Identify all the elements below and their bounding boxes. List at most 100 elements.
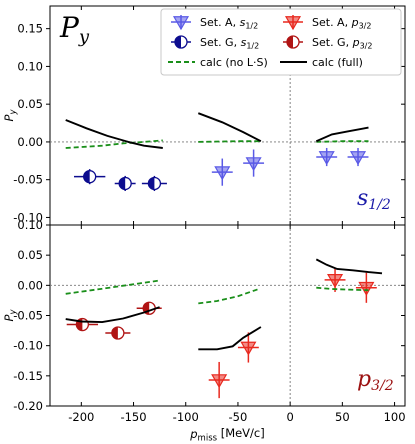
- data-point-half-circle: [147, 176, 162, 191]
- data-point-half-circle-fill: [119, 177, 126, 190]
- data-point-triangle: [240, 341, 257, 356]
- legend-label: Set. G, p3/2: [312, 36, 372, 50]
- panel-label-sub: 3/2: [371, 378, 394, 394]
- legend-label-text: Set. A,: [200, 16, 240, 29]
- calc-full-line: [65, 119, 163, 149]
- calc-no-ls-line: [316, 140, 369, 143]
- y-tick-label: 0.05: [17, 248, 43, 262]
- data-point-triangle: [327, 274, 344, 289]
- legend-label-sym: p: [351, 16, 359, 29]
- calc-full-line: [198, 326, 262, 351]
- y-tick-label: -0.05: [13, 309, 43, 323]
- plot-frame: [49, 224, 406, 407]
- series-calc-full-: [65, 258, 383, 351]
- series-calc-no-l-s-: [65, 279, 369, 305]
- legend-label-text: Set. G,: [200, 36, 241, 49]
- legend-label-text: calc (no L·S): [200, 56, 268, 69]
- calc-full-line: [197, 112, 262, 143]
- legend-half-circle-marker: [286, 35, 300, 49]
- series-set-a-s1-2: [211, 147, 369, 186]
- series-set-g-s1-2: [74, 169, 167, 192]
- y-tick-label: -0.10: [13, 210, 43, 224]
- x-axis-label: pmiss [MeV/c]: [189, 426, 265, 443]
- legend-label: calc (full): [312, 56, 363, 69]
- series-calc-no-l-s-: [65, 139, 369, 149]
- data-point-triangle: [358, 281, 375, 296]
- data-point-triangle: [318, 151, 335, 166]
- legend-box: [160, 8, 402, 76]
- x-tick-label: 0: [286, 410, 293, 424]
- calc-full-line: [65, 306, 160, 324]
- x-tick-label: -100: [173, 410, 199, 424]
- y-tick-label: 0.10: [17, 218, 43, 232]
- data-point-half-circle: [83, 170, 97, 184]
- legend-triangle-marker: [284, 16, 302, 31]
- x-tick-label: 50: [335, 410, 350, 424]
- legend-label: Set. A, s1/2: [200, 16, 258, 30]
- y-axis-label: Py: [2, 109, 19, 122]
- y-tick-label: -0.05: [13, 173, 43, 187]
- data-point-half-circle: [118, 176, 132, 191]
- y-tick-label: 0.15: [17, 22, 43, 36]
- y-tick-label: 0.05: [17, 97, 43, 111]
- legend-entry: Set. G, s1/2: [171, 35, 259, 50]
- legend-entry: Set. A, s1/2: [171, 15, 258, 30]
- panel-label: s1/2: [357, 186, 391, 213]
- legend-half-circle-marker-fill: [287, 36, 293, 48]
- legend-label: calc (no L·S): [200, 56, 268, 69]
- series-calc-full-: [65, 112, 369, 149]
- legend-label-sym: p: [352, 36, 360, 49]
- data-point-half-circle-fill: [111, 326, 118, 339]
- legend-label-text: Set. G,: [312, 36, 353, 49]
- calc-full-line: [315, 126, 369, 143]
- x-axis-label-unit: [MeV/c]: [217, 426, 265, 440]
- data-point-half-circle-fill: [148, 177, 155, 190]
- y-axis-label-sub: y: [9, 309, 19, 316]
- panel-label: p3/2: [357, 367, 394, 394]
- x-tick-label: -200: [68, 410, 94, 424]
- y-axis-label-main: P: [2, 114, 16, 121]
- panel-p32: 0.10 0.05 0.00 -0.05 -0.10 -0.15 -0.20 -200 -150…: [2, 218, 406, 424]
- data-point-triangle: [211, 374, 228, 389]
- legend-label: Set. G, s1/2: [200, 36, 259, 50]
- calc-no-ls-line: [65, 139, 163, 149]
- data-point-triangle: [214, 166, 231, 181]
- y-tick-label: -0.20: [13, 399, 43, 413]
- legend-label-text: Set. A,: [312, 16, 352, 29]
- legend-label-text: calc (full): [312, 56, 363, 69]
- panel-label-sub: 1/2: [368, 197, 391, 213]
- y-tick-label: -0.10: [13, 339, 43, 353]
- y-tick-label: 0.00: [17, 135, 43, 149]
- chart-title-sub: y: [78, 26, 90, 47]
- data-point-triangle: [349, 151, 367, 166]
- x-tick-label: -50: [229, 410, 248, 424]
- data-point-half-circle: [111, 326, 125, 340]
- legend-label-sub: 1/2: [246, 41, 259, 50]
- legend-label-sub: 3/2: [359, 21, 372, 30]
- legend-label-sub: 3/2: [360, 41, 373, 50]
- x-tick-label: 100: [384, 410, 406, 424]
- chart-title-main: P: [59, 11, 80, 44]
- panel-label-main: p: [357, 367, 371, 392]
- legend-half-circle-marker: [174, 35, 188, 49]
- y-axis-label-sub: y: [9, 109, 19, 116]
- calc-no-ls-line: [198, 288, 260, 305]
- legend-entry: calc (full): [280, 56, 363, 69]
- data-point-half-circle-fill: [83, 170, 90, 183]
- x-tick-label: -150: [120, 410, 146, 424]
- series-set-a-p3-2: [208, 267, 377, 399]
- legend-label-sym: s: [241, 36, 247, 49]
- data-point-triangle: [245, 157, 262, 172]
- calc-no-ls-line: [65, 279, 160, 295]
- y-tick-label: -0.15: [13, 369, 43, 383]
- y-tick-label: 0.00: [17, 278, 43, 292]
- y-tick-label: 0.10: [17, 59, 43, 73]
- legend-triangle-marker: [172, 16, 190, 31]
- y-axis-label: Py: [2, 309, 19, 322]
- legend-label-sym: s: [240, 16, 246, 29]
- legend-entry: calc (no L·S): [168, 56, 268, 69]
